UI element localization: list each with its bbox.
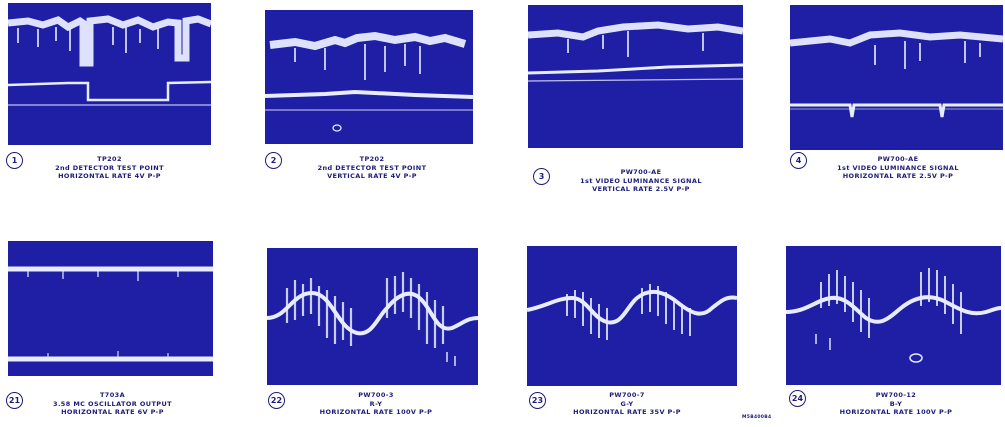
figure-number-2: 2 — [265, 152, 282, 169]
figure-caption-3: PW700-AE 1st VIDEO LUMINANCE SIGNAL VERT… — [536, 168, 746, 194]
caption-line-2: 2nd DETECTOR TEST POINT — [55, 163, 164, 172]
figure-caption-24: PW700-12 B-Y HORIZONTAL RATE 100V P-P — [790, 391, 1002, 417]
waveform-trace-4 — [790, 29, 1003, 118]
waveform-trace-23 — [527, 284, 737, 340]
document-code: M5B400B4 — [742, 415, 772, 420]
figure-caption-22: PW700-3 R-Y HORIZONTAL RATE 100V P-P — [272, 391, 480, 417]
oscilloscope-screen-22 — [267, 248, 478, 385]
caption-line-2: 1st VIDEO LUMINANCE SIGNAL — [837, 163, 959, 172]
caption-line-2: 2nd DETECTOR TEST POINT — [317, 163, 427, 172]
test-point-label: PW700-12 — [875, 391, 917, 399]
caption-line-3: VERTICAL RATE 2.5V P-P — [592, 185, 690, 193]
oscilloscope-screen-23 — [527, 246, 737, 386]
caption-line-2: 1st VIDEO LUMINANCE SIGNAL — [580, 176, 702, 185]
caption-line-2: G-Y — [620, 399, 634, 408]
waveform-trace-1 — [8, 15, 211, 106]
waveform-trace-22 — [267, 272, 478, 366]
caption-line-3: VERTICAL RATE 4V P-P — [327, 172, 417, 180]
oscilloscope-screen-1 — [8, 3, 211, 145]
waveform-trace-24 — [786, 268, 1001, 363]
caption-line-3: HORIZONTAL RATE 100V P-P — [319, 408, 433, 416]
caption-line-2: 3.58 MC OSCILLATOR OUTPUT — [53, 399, 172, 408]
test-point-label: TP202 — [97, 155, 122, 163]
caption-line-3: HORIZONTAL RATE 4V P-P — [58, 172, 161, 180]
figure-number-4: 4 — [790, 152, 807, 169]
caption-line-3: HORIZONTAL RATE 35V P-P — [573, 408, 681, 416]
figure-caption-21: T703A 3.58 MC OSCILLATOR OUTPUT HORIZONT… — [10, 391, 215, 417]
test-point-label: PW700-AE — [877, 155, 919, 163]
caption-line-3: HORIZONTAL RATE 6V P-P — [61, 408, 164, 416]
caption-line-2: R-Y — [369, 399, 383, 408]
test-point-label: PW700-3 — [358, 391, 394, 399]
oscilloscope-screen-24 — [786, 246, 1001, 385]
figure-number-3: 3 — [533, 168, 550, 185]
oscilloscope-screen-3 — [528, 5, 743, 148]
caption-line-2: B-Y — [889, 399, 903, 408]
figure-number-21: 21 — [6, 392, 23, 409]
figure-number-22: 22 — [268, 392, 285, 409]
caption-line-3: HORIZONTAL RATE 2.5V P-P — [842, 172, 954, 180]
test-point-label: PW700-AE — [620, 168, 662, 176]
waveform-trace-21 — [8, 266, 213, 362]
oscilloscope-screen-2 — [265, 10, 473, 144]
test-point-label: TP202 — [359, 155, 385, 163]
figure-caption-1: TP202 2nd DETECTOR TEST POINT HORIZONTAL… — [8, 155, 211, 181]
waveform-trace-3 — [528, 21, 743, 82]
oscilloscope-screen-21 — [8, 241, 213, 376]
oscilloscope-screen-4 — [790, 5, 1003, 150]
figure-caption-4: PW700-AE 1st VIDEO LUMINANCE SIGNAL HORI… — [793, 155, 1003, 181]
figure-number-23: 23 — [529, 392, 546, 409]
figure-number-1: 1 — [6, 152, 23, 169]
caption-line-3: HORIZONTAL RATE 100V P-P — [839, 408, 953, 416]
figure-number-24: 24 — [789, 390, 806, 407]
figure-caption-2: TP202 2nd DETECTOR TEST POINT VERTICAL R… — [268, 155, 476, 181]
figure-caption-23: PW700-7 G-Y HORIZONTAL RATE 35V P-P — [527, 391, 727, 417]
test-point-label: PW700-7 — [609, 391, 645, 399]
test-point-label: T703A — [99, 391, 126, 399]
waveform-trace-2 — [265, 31, 473, 132]
